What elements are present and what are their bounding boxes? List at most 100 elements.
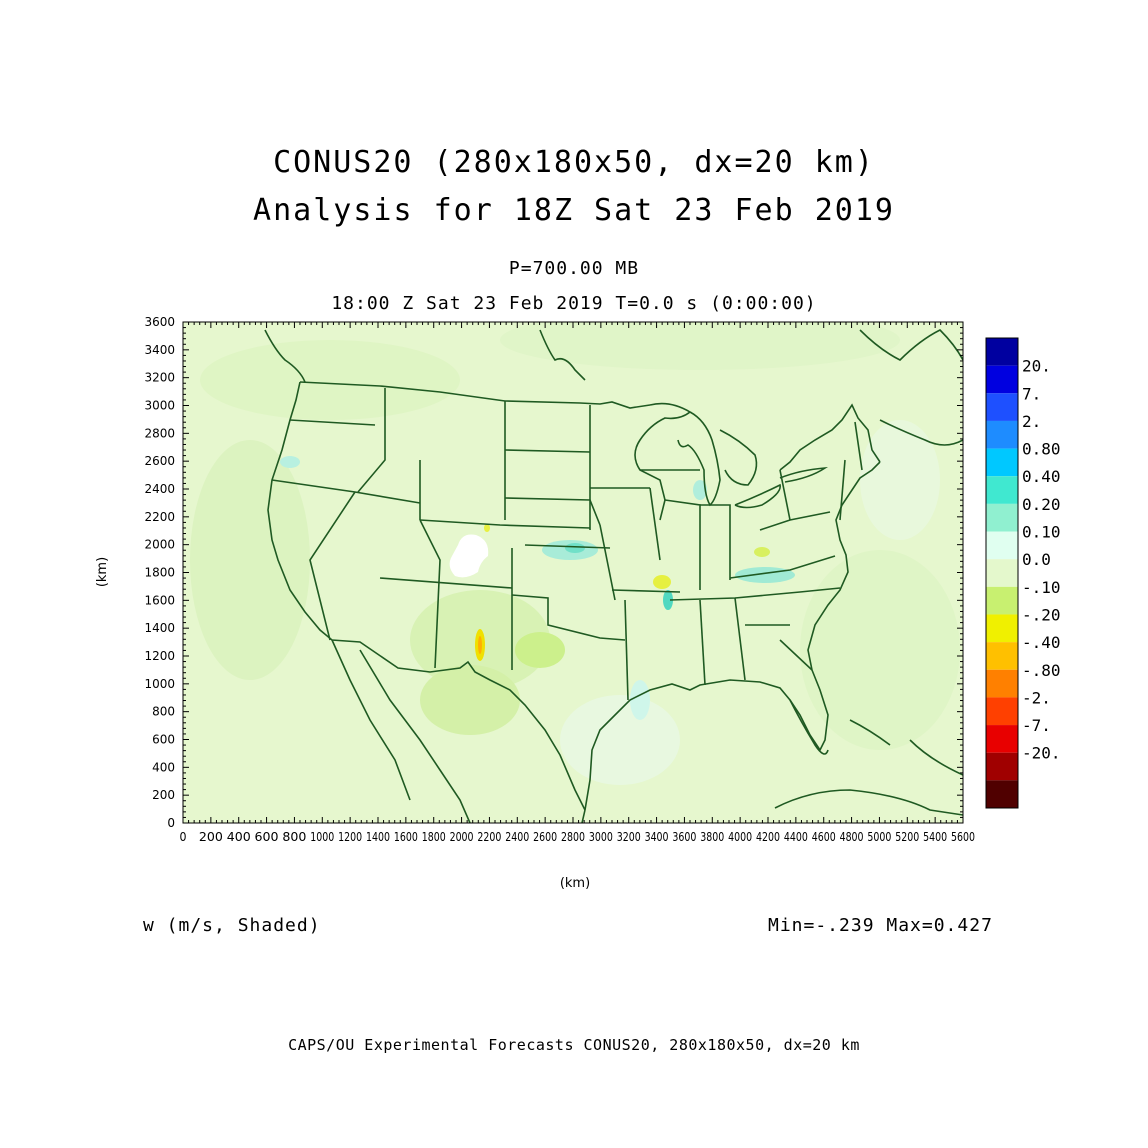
y-tick-label: 2000 xyxy=(144,538,175,552)
map-outlines xyxy=(264,329,963,823)
footer-credit: CAPS/OU Experimental Forecasts CONUS20, … xyxy=(288,1036,860,1054)
colorbar-swatch xyxy=(986,669,1018,698)
x-tick-label: 5400 xyxy=(923,830,947,844)
x-tick-label: 2000 xyxy=(450,830,474,844)
y-tick-label: 3000 xyxy=(144,399,175,413)
colorbar-label: 0.10 xyxy=(1022,523,1061,542)
x-tick-label: 4800 xyxy=(840,830,864,844)
colorbar-swatch xyxy=(986,503,1018,532)
colorbar-swatch xyxy=(986,752,1018,781)
title-line-2: Analysis for 18Z Sat 23 Feb 2019 xyxy=(253,193,895,228)
x-tick-label: 2800 xyxy=(561,830,585,844)
x-tick-label: 3800 xyxy=(700,830,724,844)
y-tick-label: 400 xyxy=(152,760,175,774)
lake-erie xyxy=(734,483,781,509)
colorbar-label: 20. xyxy=(1022,357,1051,376)
x-tick-label: 4600 xyxy=(812,830,836,844)
y-axis-tick-labels: 0 200 400 600 800 1000 1200 1400 1600 1800 2000 220… xyxy=(144,315,175,830)
atlantic-coast xyxy=(807,461,881,671)
colorbar-swatch xyxy=(986,338,1018,366)
colorbar-swatch xyxy=(986,697,1018,726)
colorbar-label: 0.40 xyxy=(1022,467,1061,486)
x-axis-tick-labels: 0 200 400 600 800 1000 1200 1400 1600 1800 2000 220… xyxy=(180,830,976,844)
colorbar-swatch xyxy=(986,725,1018,753)
colorbar-label: 7. xyxy=(1022,384,1041,403)
lake-michigan-superior xyxy=(634,402,692,521)
x-tick-label: 3400 xyxy=(645,830,669,844)
pressure-level: P=700.00 MB xyxy=(508,258,640,279)
x-tick-label: 5600 xyxy=(951,830,975,844)
colorbar-swatch xyxy=(986,780,1018,808)
colorbar-swatch xyxy=(986,476,1018,504)
y-tick-label: 3400 xyxy=(144,343,175,357)
cuba xyxy=(774,789,963,816)
y-tick-label: 1600 xyxy=(144,593,175,607)
x-tick-label: 4200 xyxy=(756,830,780,844)
y-tick-label: 2800 xyxy=(144,426,175,440)
x-tick-label: 1200 xyxy=(338,830,362,844)
mexico-west-coast xyxy=(359,649,471,823)
y-tick-label: 200 xyxy=(152,788,175,802)
x-tick-label: 5200 xyxy=(895,830,919,844)
x-tick-label: 3200 xyxy=(617,830,641,844)
x-tick-label: 400 xyxy=(227,830,251,844)
baja-california xyxy=(331,639,411,801)
canada-east xyxy=(859,329,963,361)
y-tick-label: 0 xyxy=(167,816,175,830)
y-tick-label: 3200 xyxy=(144,371,175,385)
x-tick-label: 5000 xyxy=(867,830,891,844)
colorbar-swatch xyxy=(986,586,1018,615)
x-tick-label: 4000 xyxy=(728,830,752,844)
valid-time: 18:00 Z Sat 23 Feb 2019 T=0.0 s (0:00:00… xyxy=(331,293,817,314)
colorbar-swatch xyxy=(986,420,1018,449)
colorbar-label: 0.0 xyxy=(1022,550,1051,569)
x-tick-label: 3600 xyxy=(672,830,696,844)
gulf-coast xyxy=(584,669,829,811)
colorbar-label: -2. xyxy=(1022,688,1051,707)
colorbar-label: -.80 xyxy=(1022,661,1061,680)
y-tick-label: 600 xyxy=(152,733,175,747)
colorbar-swatch xyxy=(986,559,1018,587)
y-tick-label: 2400 xyxy=(144,482,175,496)
colorbar-label: -.10 xyxy=(1022,578,1061,597)
y-tick-label: 1800 xyxy=(144,566,175,580)
x-tick-label: 800 xyxy=(282,830,306,844)
colorbar-labels: 20. 7. 2. 0.80 0.40 0.20 0.10 0.0 -.10 -.20 -.40 -.… xyxy=(1022,357,1061,763)
x-tick-label: 600 xyxy=(255,830,279,844)
y-tick-label: 2200 xyxy=(144,510,175,524)
lake-ontario xyxy=(779,466,829,483)
colorbar-label: 2. xyxy=(1022,412,1041,431)
x-axis-label: (km) xyxy=(560,876,590,891)
colorbar-swatch xyxy=(986,614,1018,643)
x-tick-label: 2200 xyxy=(477,830,501,844)
y-tick-label: 1400 xyxy=(144,621,175,635)
colorbar-swatch xyxy=(986,531,1018,560)
us-canada-border xyxy=(299,381,651,409)
colorbar-label: -.40 xyxy=(1022,633,1061,652)
y-tick-label: 3600 xyxy=(144,315,175,329)
lake-huron xyxy=(719,429,758,486)
x-tick-label: 1000 xyxy=(310,830,334,844)
colorbar-swatch xyxy=(986,642,1018,670)
colorbar-label: 0.20 xyxy=(1022,495,1061,514)
x-tick-label: 200 xyxy=(199,830,223,844)
y-tick-label: 1200 xyxy=(144,649,175,663)
colorbar-label: -7. xyxy=(1022,716,1051,735)
colorbar-label: -20. xyxy=(1022,744,1061,763)
title-line-1: CONUS20 (280x180x50, dx=20 km) xyxy=(273,145,875,180)
shaded-field xyxy=(183,322,963,823)
y-tick-label: 1000 xyxy=(144,677,175,691)
x-tick-label: 2600 xyxy=(533,830,557,844)
colorbar-swatch xyxy=(986,448,1018,477)
x-tick-label: 1800 xyxy=(422,830,446,844)
x-tick-label: 1600 xyxy=(394,830,418,844)
variable-label: w (m/s, Shaded) xyxy=(143,915,321,936)
min-max-stats: Min=-.239 Max=0.427 xyxy=(768,915,993,936)
colorbar-swatch xyxy=(986,393,1018,421)
colorbar xyxy=(985,337,1019,809)
x-tick-label: 2400 xyxy=(505,830,529,844)
y-axis-label: (km) xyxy=(95,557,110,587)
y-tick-label: 800 xyxy=(152,705,175,719)
x-tick-label: 4400 xyxy=(784,830,808,844)
